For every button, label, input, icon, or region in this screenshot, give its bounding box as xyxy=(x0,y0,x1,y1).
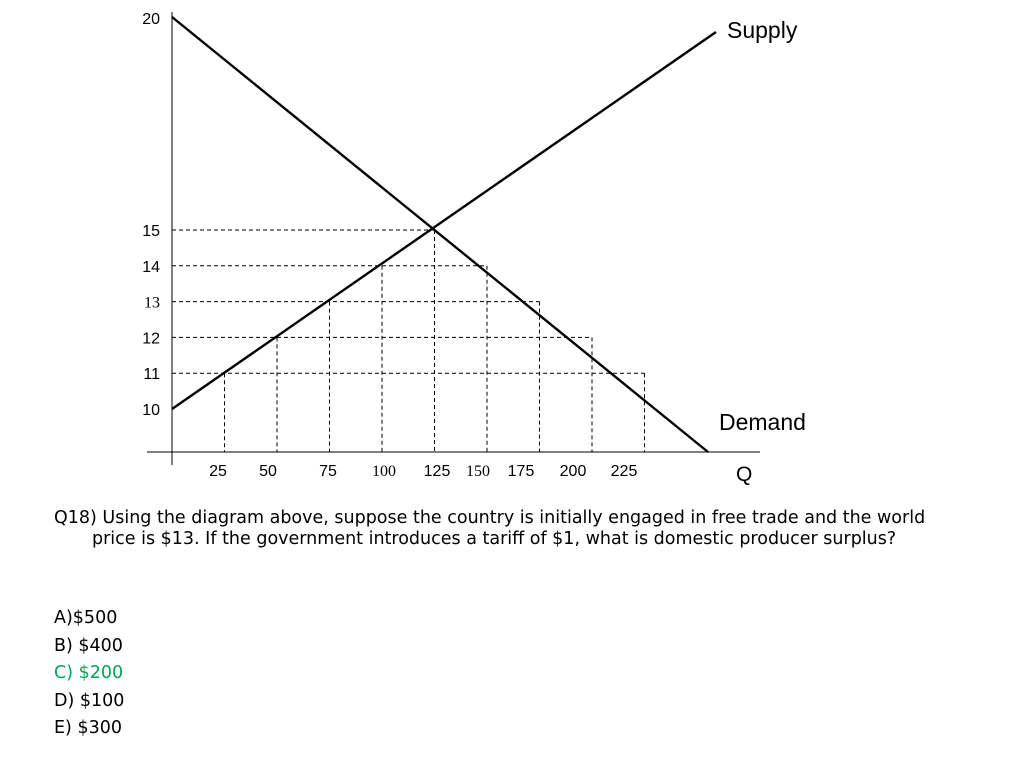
answer-list: A)$500 B) $400 C) $200 D) $100 E) $300 xyxy=(54,605,124,743)
answer-option[interactable]: D) $100 xyxy=(54,690,125,711)
y-tick-label: 13 xyxy=(144,295,160,312)
y-tick-label: 14 xyxy=(142,259,160,276)
series-lines xyxy=(171,16,717,453)
x-tick-label: 25 xyxy=(209,463,227,480)
y-tick-label: 12 xyxy=(142,330,160,347)
x-tick-label: 225 xyxy=(611,463,638,480)
x-tick-labels: 25 50 75 100 125 150 175 200 225 xyxy=(209,463,637,480)
guide-lines xyxy=(172,229,645,452)
question-text: Q18) Using the diagram above, suppose th… xyxy=(54,508,926,549)
x-tick-label: 150 xyxy=(466,463,490,480)
answer-option[interactable]: E) $300 xyxy=(54,718,122,738)
answer-option[interactable]: A)$500 xyxy=(54,608,118,628)
y-tick-label: 10 xyxy=(142,402,160,419)
answer-option[interactable]: B) $400 xyxy=(54,635,123,656)
x-tick-label: 175 xyxy=(508,463,535,480)
y-tick-label: 15 xyxy=(142,223,160,240)
x-tick-label: 50 xyxy=(259,463,277,480)
y-tick-label: 20 xyxy=(142,11,160,28)
x-tick-label: 125 xyxy=(424,463,451,480)
answer-option[interactable]: C) $200 xyxy=(54,663,124,683)
x-tick-label: 100 xyxy=(372,463,396,480)
y-tick-labels: 10 11 12 13 14 15 20 xyxy=(142,11,160,419)
demand-label: Demand xyxy=(719,409,806,435)
x-tick-label: 200 xyxy=(560,463,587,480)
demand-line xyxy=(171,16,709,453)
x-tick-label: 75 xyxy=(319,463,337,480)
x-axis-label: Q xyxy=(736,463,752,486)
supply-label: Supply xyxy=(727,17,798,43)
supply-line xyxy=(171,31,717,410)
y-tick-label: 11 xyxy=(143,366,160,383)
